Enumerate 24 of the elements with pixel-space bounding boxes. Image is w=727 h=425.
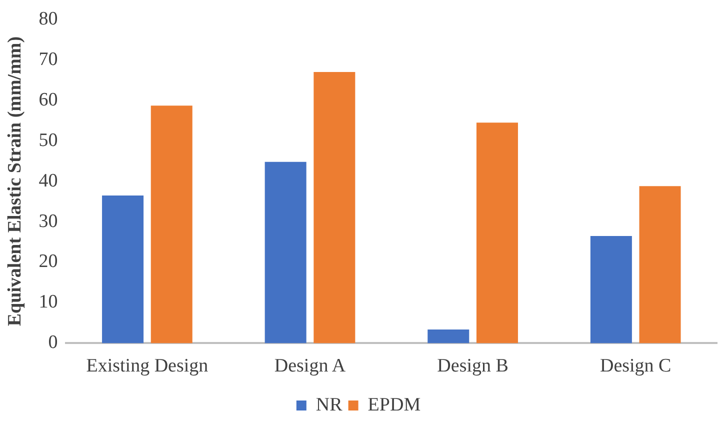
bar [264, 162, 306, 344]
legend-label: NR [316, 394, 343, 416]
y-tick-label: 80 [38, 8, 58, 30]
bar [639, 186, 681, 344]
bar [590, 236, 632, 344]
bar [428, 329, 470, 344]
y-tick-label: 60 [38, 89, 58, 110]
bar [150, 106, 192, 344]
y-tick-label: 50 [38, 130, 58, 151]
x-tick-label: Design B [437, 356, 508, 377]
y-tick-label: 40 [38, 170, 58, 192]
bar [102, 195, 144, 344]
bar [314, 72, 356, 344]
x-tick-label: Design C [600, 356, 672, 377]
x-tick-label: Existing Design [86, 356, 209, 377]
y-tick-label: 70 [38, 48, 58, 70]
legend-label: EPDM [368, 394, 421, 416]
bar [476, 122, 518, 344]
y-tick-label: 20 [38, 251, 58, 272]
y-tick-label: 30 [38, 210, 58, 232]
x-tick-label: Design A [274, 356, 346, 377]
y-tick-label: 10 [38, 292, 58, 313]
y-tick-label: 0 [48, 332, 58, 354]
y-axis-title: Equivalent Elastic Strain (mm/mm) [4, 36, 26, 326]
